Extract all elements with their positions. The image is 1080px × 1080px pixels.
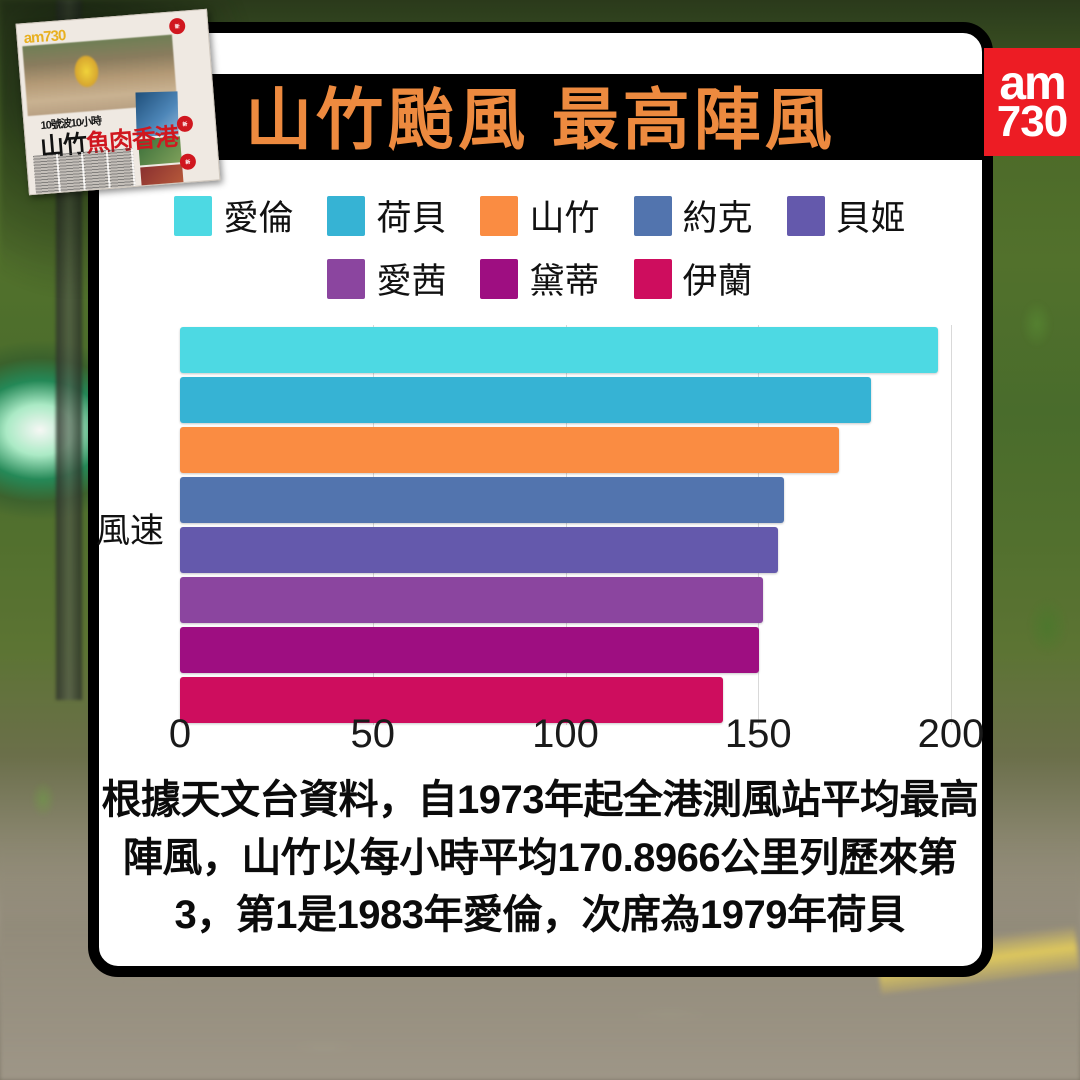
bar-row-伊蘭 xyxy=(180,675,951,725)
x-axis: 0 50 100 150 200 xyxy=(88,712,993,768)
legend-item-山竹[interactable]: 山竹 xyxy=(480,190,600,241)
y-axis-label: 風速 xyxy=(96,512,164,550)
legend-label: 山竹 xyxy=(529,199,600,238)
bar-山竹[interactable] xyxy=(180,427,839,473)
thumbnail-stamp-3: 新 xyxy=(179,153,197,171)
thumbnail-masthead: am730 xyxy=(23,26,67,48)
legend-item-荷貝[interactable]: 荷貝 xyxy=(327,190,446,241)
bar-row-愛茜 xyxy=(180,575,951,625)
legend-label: 荷貝 xyxy=(376,199,447,238)
bar-chart: 風速 xyxy=(88,325,993,725)
bar-愛茜[interactable] xyxy=(180,577,763,623)
x-axis-tick-150: 150 xyxy=(724,712,792,756)
legend-label: 約克 xyxy=(682,199,753,238)
legend-item-約克[interactable]: 約克 xyxy=(633,190,753,241)
bar-愛倫[interactable] xyxy=(180,327,939,373)
logo-730-text: 730 xyxy=(996,96,1068,146)
logo-am-text: am xyxy=(999,57,1066,111)
legend-label: 黛蒂 xyxy=(529,262,600,301)
plot-area xyxy=(180,325,952,725)
caption-text: 根據天文台資料，自1973年起全港測風站平均最高陣風，山竹以每小時平均170.8… xyxy=(101,778,979,938)
bar-row-貝姬 xyxy=(180,525,951,575)
legend-swatch-山竹 xyxy=(480,195,519,236)
thumbnail-column-rules xyxy=(32,147,136,194)
gridline-100 xyxy=(565,325,567,725)
legend-item-愛茜[interactable]: 愛茜 xyxy=(327,253,446,304)
legend-item-愛倫[interactable]: 愛倫 xyxy=(174,190,293,241)
gridline-200 xyxy=(951,325,952,725)
legend-swatch-約克 xyxy=(633,195,672,236)
bar-貝姬[interactable] xyxy=(180,527,778,573)
legend-item-貝姬[interactable]: 貝姬 xyxy=(786,190,906,241)
bar-row-荷貝 xyxy=(180,375,951,425)
gridline-50 xyxy=(372,325,374,725)
legend-swatch-愛茜 xyxy=(327,258,366,299)
x-axis-tick-200: 200 xyxy=(917,712,985,756)
legend-swatch-荷貝 xyxy=(327,195,366,236)
bar-row-黛蒂 xyxy=(180,625,951,675)
bar-row-愛倫 xyxy=(180,325,951,375)
x-axis-tick-0: 0 xyxy=(168,712,192,756)
legend-label: 愛倫 xyxy=(223,199,294,238)
title-banner: 山竹颱風 最高陣風 xyxy=(88,74,993,160)
newspaper-front-page-thumbnail: am730 10號波10小時 山竹魚肉香港 新 新 新 xyxy=(15,8,221,196)
thumbnail-stamp-2: 新 xyxy=(176,115,194,133)
legend-swatch-愛倫 xyxy=(174,195,213,236)
legend-swatch-黛蒂 xyxy=(480,258,519,299)
legend-label: 愛茜 xyxy=(376,262,447,301)
legend-swatch-貝姬 xyxy=(786,195,825,236)
x-axis-tick-50: 50 xyxy=(350,712,396,756)
bar-row-約克 xyxy=(180,475,951,525)
x-axis-tick-100: 100 xyxy=(532,712,599,756)
gridline-150 xyxy=(758,325,760,725)
thumbnail-stamp-1: 新 xyxy=(168,17,186,35)
page-title: 山竹颱風 最高陣風 xyxy=(244,81,836,159)
bar-伊蘭[interactable] xyxy=(180,677,723,723)
legend-item-伊蘭[interactable]: 伊蘭 xyxy=(633,253,753,304)
legend-row: 愛倫 荷貝 山竹 約克 貝姬 xyxy=(110,190,970,241)
legend-row: 愛茜 黛蒂 伊蘭 xyxy=(110,253,970,304)
bar-row-山竹 xyxy=(180,425,951,475)
bar-約克[interactable] xyxy=(180,477,784,523)
legend-label: 貝姬 xyxy=(835,199,906,238)
am730-logo: am 730 xyxy=(984,48,1080,156)
legend-item-黛蒂[interactable]: 黛蒂 xyxy=(480,253,600,304)
legend-swatch-伊蘭 xyxy=(633,258,672,299)
legend-label: 伊蘭 xyxy=(682,262,753,301)
bar-黛蒂[interactable] xyxy=(180,627,759,673)
bar-荷貝[interactable] xyxy=(180,377,871,423)
chart-legend: 愛倫 荷貝 山竹 約克 貝姬愛茜 黛蒂 伊蘭 xyxy=(110,190,970,316)
